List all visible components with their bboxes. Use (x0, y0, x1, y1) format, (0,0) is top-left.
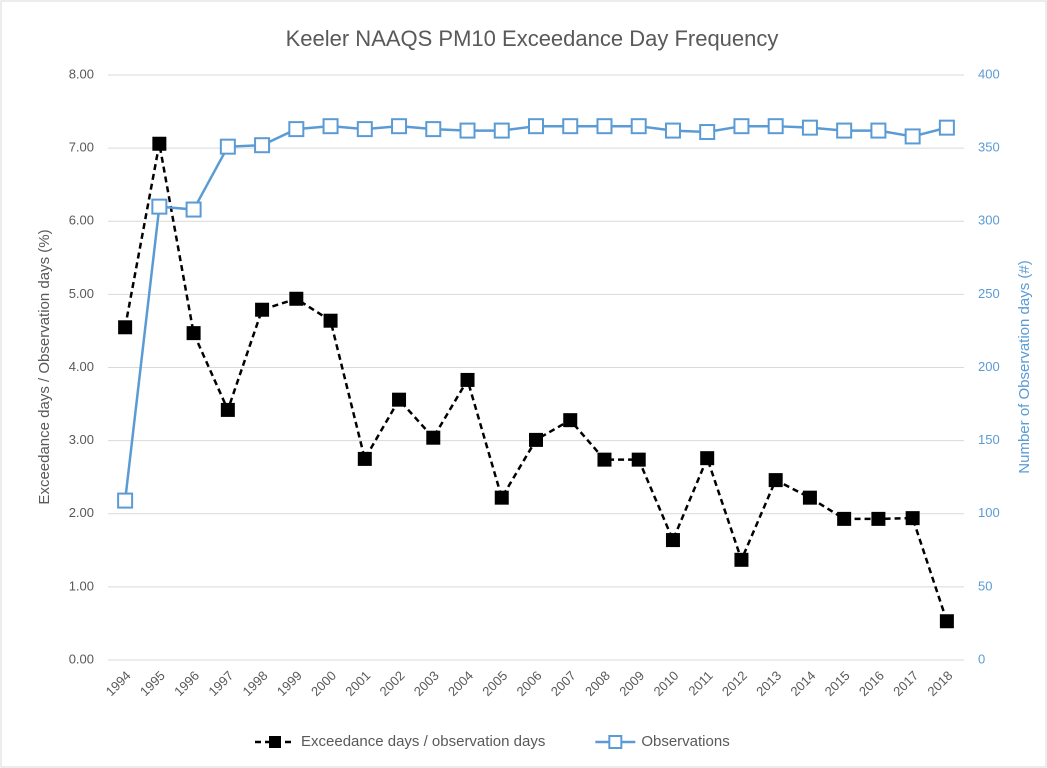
marker (117, 492, 134, 509)
legend-label: Observations (641, 733, 729, 750)
marker (563, 413, 578, 428)
marker (562, 118, 579, 135)
marker (425, 121, 442, 138)
y-tick-label: 6.00 (69, 213, 94, 228)
marker (459, 122, 476, 139)
marker (186, 326, 201, 341)
marker (767, 118, 784, 135)
marker (357, 451, 372, 466)
y2-tick-label: 0 (978, 651, 985, 666)
marker (152, 136, 167, 151)
marker (493, 122, 510, 139)
marker (220, 402, 235, 417)
marker (289, 291, 304, 306)
marker (288, 121, 305, 138)
y-tick-label: 0.00 (69, 651, 94, 666)
marker (356, 121, 373, 138)
marker (392, 392, 407, 407)
marker (322, 118, 339, 135)
marker (596, 118, 613, 135)
marker (630, 118, 647, 135)
marker (665, 533, 680, 548)
y2-tick-label: 100 (978, 505, 1000, 520)
marker (939, 614, 954, 629)
marker (871, 511, 886, 526)
y-tick-label: 5.00 (69, 286, 94, 301)
marker (801, 119, 818, 136)
y2-tick-label: 300 (978, 213, 1000, 228)
marker (323, 313, 338, 328)
marker (768, 473, 783, 488)
marker (904, 128, 921, 145)
legend-label: Exceedance days / observation days (301, 733, 545, 750)
y2-axis-label: Number of Observation days (#) (1016, 260, 1033, 473)
marker (426, 430, 441, 445)
marker (528, 118, 544, 135)
marker (151, 198, 168, 215)
legend-marker (608, 735, 623, 749)
marker (905, 511, 920, 526)
marker (460, 372, 475, 387)
marker (700, 451, 715, 466)
y-tick-label: 8.00 (69, 66, 94, 81)
legend-marker (269, 736, 281, 748)
marker (529, 432, 543, 447)
marker (734, 552, 749, 567)
y2-tick-label: 250 (978, 286, 1000, 301)
y-axis-label: Exceedance days / Observation days (%) (36, 229, 53, 504)
marker (118, 320, 133, 335)
marker (185, 201, 202, 218)
y-tick-label: 7.00 (69, 140, 94, 155)
marker (699, 124, 716, 141)
marker (631, 452, 646, 467)
y-tick-label: 3.00 (69, 432, 94, 447)
y2-tick-label: 150 (978, 432, 1000, 447)
y2-tick-label: 50 (978, 578, 992, 593)
marker (733, 118, 750, 135)
marker (836, 122, 853, 139)
marker (802, 490, 817, 505)
y-tick-label: 4.00 (69, 359, 94, 374)
y2-tick-label: 200 (978, 359, 1000, 374)
marker (597, 452, 612, 467)
marker (494, 490, 509, 505)
y2-tick-label: 400 (978, 66, 1000, 81)
marker (219, 138, 236, 155)
marker (254, 137, 271, 154)
marker (837, 511, 852, 526)
chart-title: Keeler NAAQS PM10 Exceedance Day Frequen… (286, 26, 779, 51)
marker (870, 122, 887, 139)
marker (255, 302, 270, 317)
marker (391, 118, 408, 135)
marker (664, 122, 681, 139)
marker (938, 119, 955, 136)
y-tick-label: 1.00 (69, 578, 94, 593)
y-tick-label: 2.00 (69, 505, 94, 520)
y2-tick-label: 350 (978, 140, 1000, 155)
